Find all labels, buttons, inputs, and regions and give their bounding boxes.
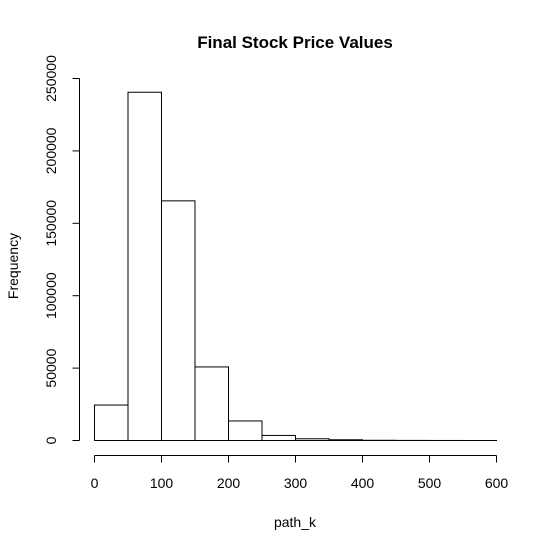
x-tick-label: 400 (351, 475, 375, 491)
y-axis: 0 50000 100000 150000 200000 250000 (43, 55, 80, 444)
chart-title: Final Stock Price Values (197, 33, 393, 52)
x-axis: 0 100 200 300 400 500 600 (91, 455, 509, 491)
histogram-bar (261, 434, 296, 442)
histogram-bar (228, 420, 263, 441)
y-tick-label: 100000 (43, 272, 59, 319)
y-tick-label: 50000 (43, 348, 59, 387)
histogram-bar (194, 366, 229, 441)
x-tick-label: 300 (284, 475, 308, 491)
x-tick-label: 600 (485, 475, 509, 491)
histogram-bar (127, 91, 162, 441)
x-axis-label: path_k (274, 514, 317, 530)
histogram-bar (295, 438, 330, 441)
x-tick-label: 100 (150, 475, 174, 491)
x-tick-label: 500 (418, 475, 442, 491)
y-axis-label: Frequency (5, 233, 21, 299)
x-tick-label: 200 (217, 475, 241, 491)
histogram-bar (328, 439, 363, 442)
y-tick-label: 200000 (43, 127, 59, 174)
bars-group (94, 91, 497, 442)
histogram-bar (161, 200, 196, 441)
histogram-bar (94, 404, 129, 441)
y-tick-label: 250000 (43, 55, 59, 102)
y-tick-label: 150000 (43, 200, 59, 247)
x-tick-label: 0 (91, 475, 99, 491)
y-tick-label: 0 (43, 436, 59, 444)
